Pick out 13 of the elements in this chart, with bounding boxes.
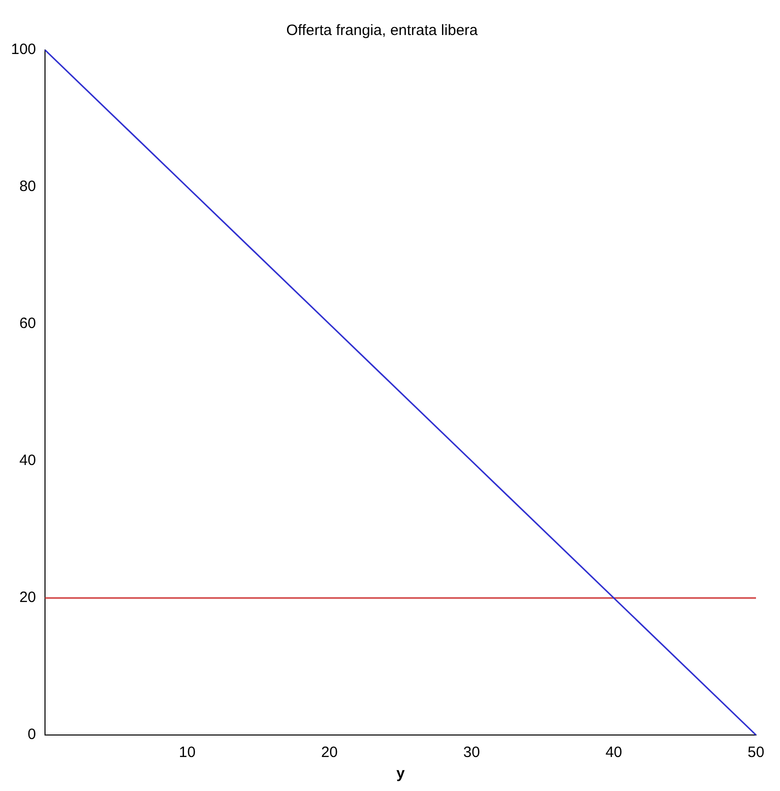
x-tick-label: 30	[463, 744, 480, 762]
y-tick-label: 20	[19, 589, 36, 606]
y-tick-label: 40	[19, 452, 36, 470]
x-tick-label: 40	[605, 744, 622, 762]
y-tick-label: 100	[10, 41, 36, 58]
x-axis-title: y	[396, 765, 406, 782]
y-tick-label: 80	[19, 178, 36, 196]
y-tick-label: 60	[19, 315, 36, 332]
y-tick-label: 0	[28, 726, 36, 744]
x-tick-label: 50	[748, 744, 764, 762]
x-tick-label: 20	[321, 744, 338, 762]
x-tick-label: 10	[178, 744, 196, 762]
chart-title: Offerta frangia, entrata libera	[286, 22, 478, 40]
